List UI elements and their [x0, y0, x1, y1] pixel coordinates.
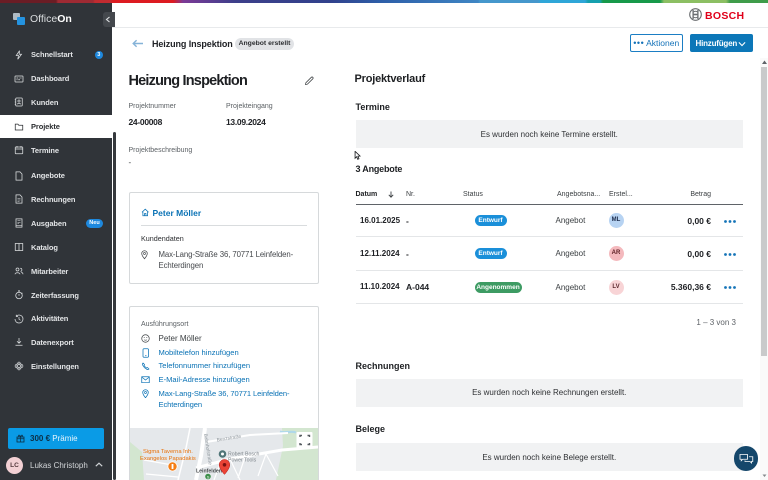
svg-text:Robert Bosch: Robert Bosch — [228, 451, 260, 457]
svg-text:Benzstraße: Benzstraße — [216, 433, 241, 443]
svg-text:Power Tools: Power Tools — [228, 457, 257, 463]
svg-text:S: S — [206, 474, 209, 479]
svg-text:Exangelos Papadakis: Exangelos Papadakis — [140, 456, 196, 462]
svg-text:Sigma Taverna Inh.: Sigma Taverna Inh. — [143, 449, 193, 455]
svg-text:Leinfelden: Leinfelden — [196, 468, 222, 474]
svg-text:Bahnhofstraße: Bahnhofstraße — [202, 433, 213, 465]
